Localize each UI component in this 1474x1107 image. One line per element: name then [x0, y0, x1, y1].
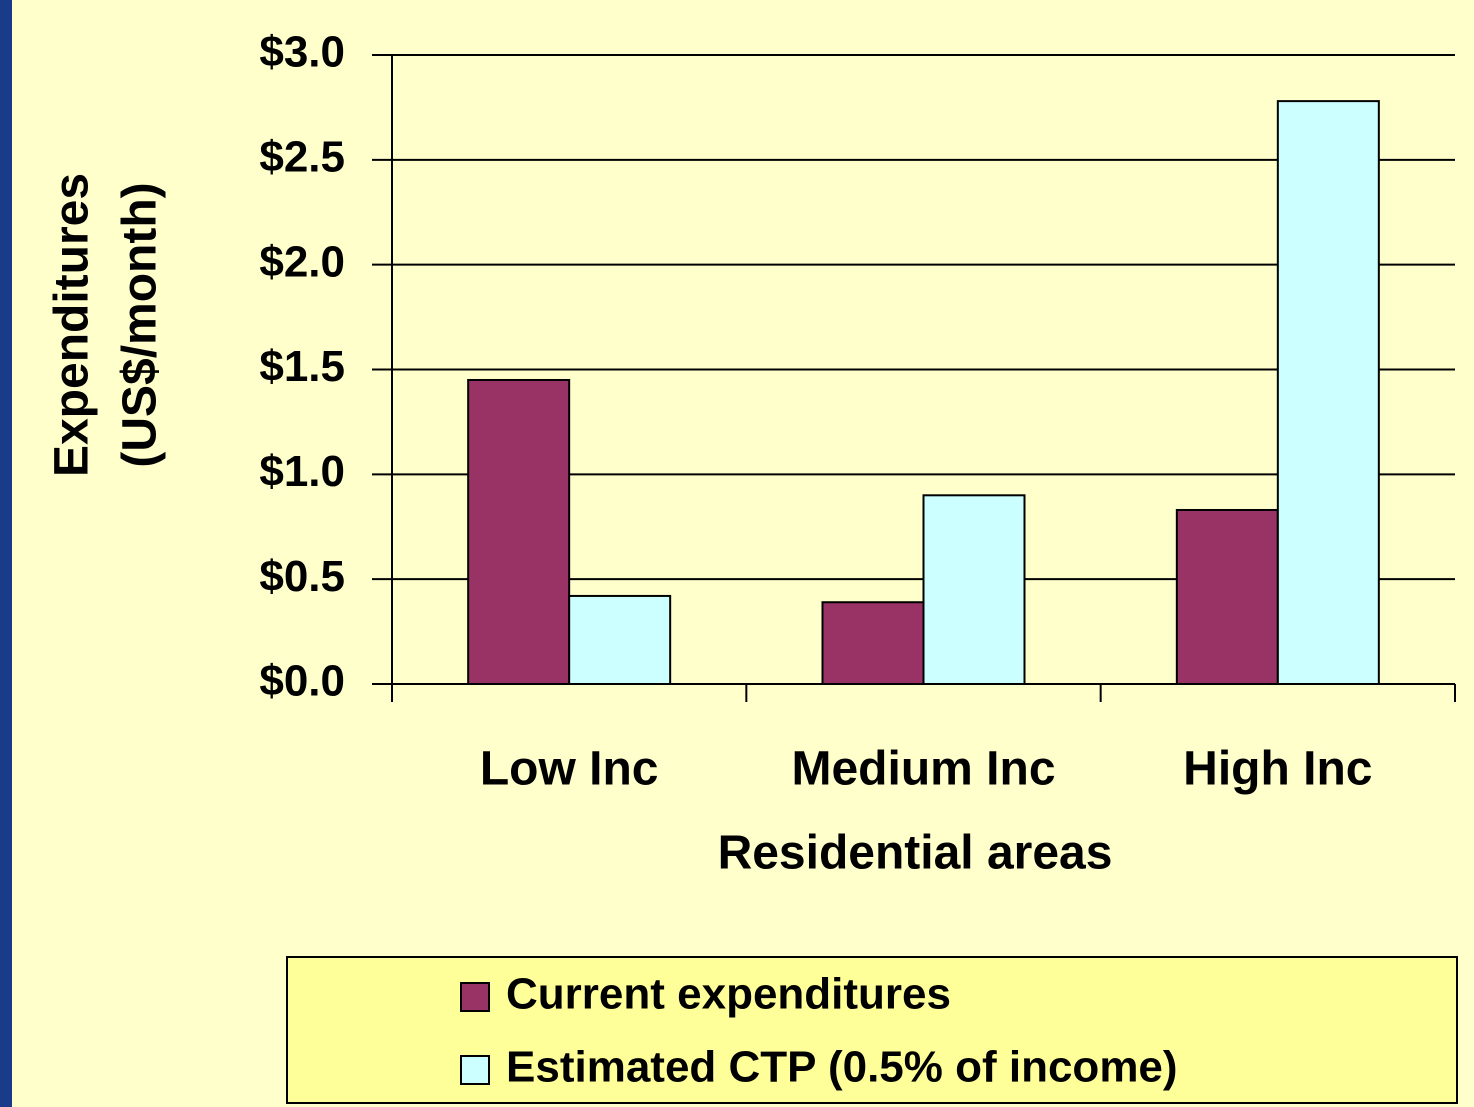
bar — [1276, 100, 1380, 686]
bar — [568, 594, 672, 685]
y-tick-label: $2.0 — [259, 237, 345, 286]
y-tick-label: $0.5 — [259, 552, 345, 601]
bar — [467, 378, 571, 685]
bar — [1175, 508, 1279, 685]
bar — [821, 601, 925, 685]
y-tick-label: $1.0 — [259, 447, 345, 496]
y-tick-label: $2.5 — [259, 132, 345, 181]
y-axis-title-line: (US$/month) — [114, 182, 167, 467]
legend-swatch — [460, 982, 490, 1012]
legend-swatch — [460, 1055, 490, 1085]
y-axis-title: Expenditures (US$/month) — [46, 173, 167, 477]
x-tick-label: Low Inc — [480, 743, 659, 796]
legend-label: Current expenditures — [506, 970, 951, 1019]
x-tick-label: Medium Inc — [791, 743, 1055, 796]
x-tick-label: High Inc — [1183, 743, 1372, 796]
x-axis-title: Residential areas — [718, 827, 1113, 880]
y-tick-label: $0.0 — [259, 657, 345, 706]
bar — [922, 494, 1026, 685]
y-tick-label: $1.5 — [259, 342, 345, 391]
y-axis-title-line: Expenditures — [46, 173, 99, 477]
legend-label: Estimated CTP (0.5% of income) — [506, 1043, 1178, 1092]
y-tick-label: $3.0 — [259, 28, 345, 77]
